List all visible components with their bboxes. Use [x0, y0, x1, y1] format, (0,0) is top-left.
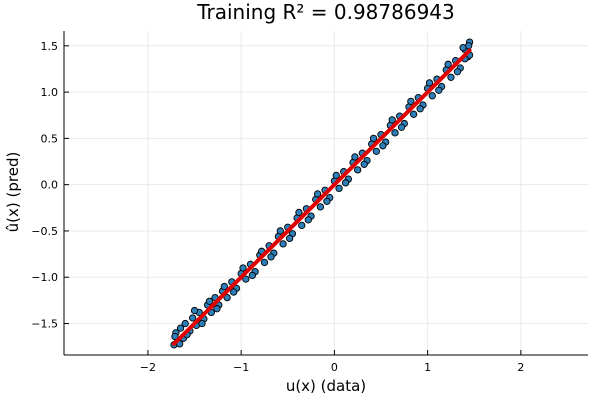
scatter-point: [220, 282, 229, 291]
scatter-point: [267, 253, 275, 261]
x-axis-label: u(x) (data): [286, 377, 366, 395]
y-tick-label: 1.5: [41, 40, 59, 53]
scatter-point: [279, 240, 287, 248]
x-tick-label: −2: [140, 361, 156, 374]
scatter-point: [409, 110, 418, 118]
scatter-point: [351, 153, 359, 161]
scatter-point: [190, 306, 199, 315]
scatter-point: [205, 297, 214, 305]
scatter-point: [444, 60, 452, 68]
scatter-point: [447, 73, 455, 81]
scatter-point: [198, 319, 206, 328]
scatter-point: [181, 319, 189, 328]
scatter-point: [335, 184, 343, 193]
chart-title: Training R² = 0.98786943: [196, 0, 455, 24]
y-tick-label: 0.0: [41, 179, 59, 192]
scatter-point: [332, 171, 340, 180]
scatter-point: [260, 258, 269, 267]
scatter-point: [416, 105, 424, 113]
scatter-point: [242, 275, 250, 283]
y-tick-label: −1.5: [31, 318, 58, 331]
y-tick-label: 0.5: [41, 132, 59, 145]
axes: −2 −1 0 1 2 −1.5 −1.0 −0.5 0.0 0.5 1.0 1.5: [31, 31, 588, 374]
y-tick-label: −0.5: [31, 225, 58, 238]
scatter-point: [453, 68, 462, 76]
scatter-point: [304, 216, 312, 224]
scatter-point: [397, 123, 406, 131]
x-tick-label: 2: [517, 361, 524, 374]
y-tick-label: 1.0: [41, 86, 59, 99]
scatter-point: [341, 179, 350, 187]
x-tick-label: −1: [233, 361, 249, 374]
scatter-point: [388, 116, 396, 124]
fit-line-series: [172, 48, 472, 346]
scatter-point: [407, 97, 415, 106]
y-tick-label: −1.0: [31, 271, 58, 284]
scatter-point: [379, 142, 387, 150]
fit-line: [172, 48, 472, 346]
x-tick-label: 0: [331, 361, 338, 374]
scatter-point: [354, 166, 362, 174]
scatter-point: [223, 293, 231, 302]
scatter-point: [276, 227, 284, 235]
scatter-point: [176, 324, 185, 332]
scatter-point: [171, 332, 179, 341]
scatter-point: [239, 264, 247, 272]
scatter-point: [213, 305, 221, 313]
scatter-point: [435, 86, 443, 94]
scatter-point: [316, 203, 325, 211]
scatter-point: [425, 79, 434, 87]
scatter-point: [369, 134, 378, 143]
scatter-point: [295, 208, 303, 217]
scatter-point: [391, 129, 399, 137]
scatter-point: [428, 92, 436, 100]
x-tick-label: 1: [424, 361, 431, 374]
y-axis-label: û(x) (pred): [4, 152, 22, 233]
scatter-point: [285, 234, 294, 243]
scatter-point: [230, 288, 238, 296]
scatter-point: [323, 197, 331, 205]
scatter-point: [298, 221, 306, 230]
scatter-point: [372, 147, 380, 155]
scatter-point: [459, 44, 467, 52]
scatter-point: [360, 160, 368, 168]
scatter-point: [248, 271, 256, 280]
scatter-point: [189, 314, 197, 322]
grid-lines: [64, 31, 588, 355]
scatter-point: [313, 190, 322, 198]
